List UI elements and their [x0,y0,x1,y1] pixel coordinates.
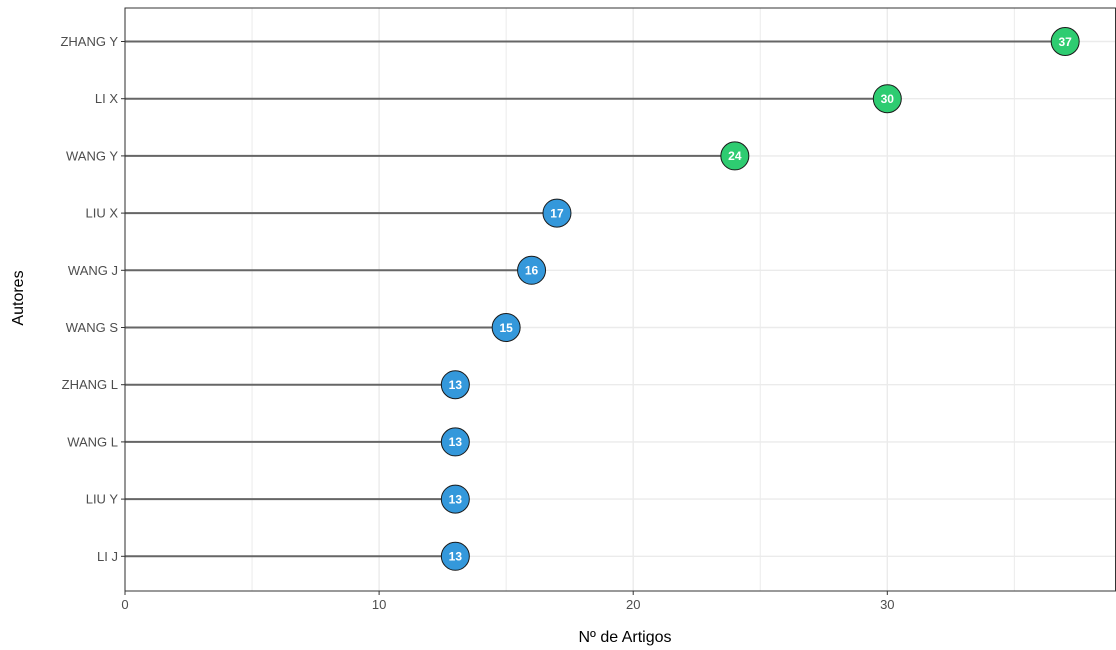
lollipop-point [440,484,470,514]
point-layer: 37 30 24 17 16 15 13 13 13 13 [440,27,1080,571]
panel-border [124,7,1116,592]
lollipop-point [720,141,750,171]
data-label: 13 [449,492,463,506]
y-tick-label: ZHANG Y [60,34,118,49]
y-tick-label: LIU Y [86,492,119,507]
y-tick-label: WANG J [68,263,118,278]
lollipop-point [491,313,521,342]
y-tick-label: WANG Y [66,148,118,163]
data-label: 13 [449,378,463,392]
lollipop-point [440,541,470,571]
lollipop-point [517,255,547,285]
lollipop-point [542,198,572,228]
lollipop-point [872,84,902,114]
data-label: 17 [550,206,564,220]
data-label: 13 [449,435,463,449]
lollipop-point [440,370,470,400]
x-tick-label: 0 [121,597,128,612]
x-tick-label: 30 [880,597,894,612]
y-tick-label: LIU X [85,206,118,221]
data-label: 15 [499,321,513,335]
x-tick-label: 10 [372,597,386,612]
y-tick-label: WANG S [66,320,119,335]
data-label: 16 [525,264,539,278]
x-axis-title: Nº de Artigos [579,629,672,646]
y-tick-label: LI X [95,91,118,106]
x-tick-label: 20 [626,597,640,612]
y-tick-label: LI J [97,549,118,564]
lollipop-point [440,427,470,457]
stem-layer [125,40,1066,558]
y-axis-title: Autores [10,270,27,325]
y-tick-label: ZHANG L [62,377,118,392]
data-label: 24 [728,149,742,163]
y-tick-label: WANG L [67,434,118,449]
data-label: 13 [449,550,463,564]
grid-layer [124,8,1116,591]
data-label: 30 [881,92,895,106]
lollipop-point [1050,27,1080,56]
data-label: 37 [1058,35,1072,49]
